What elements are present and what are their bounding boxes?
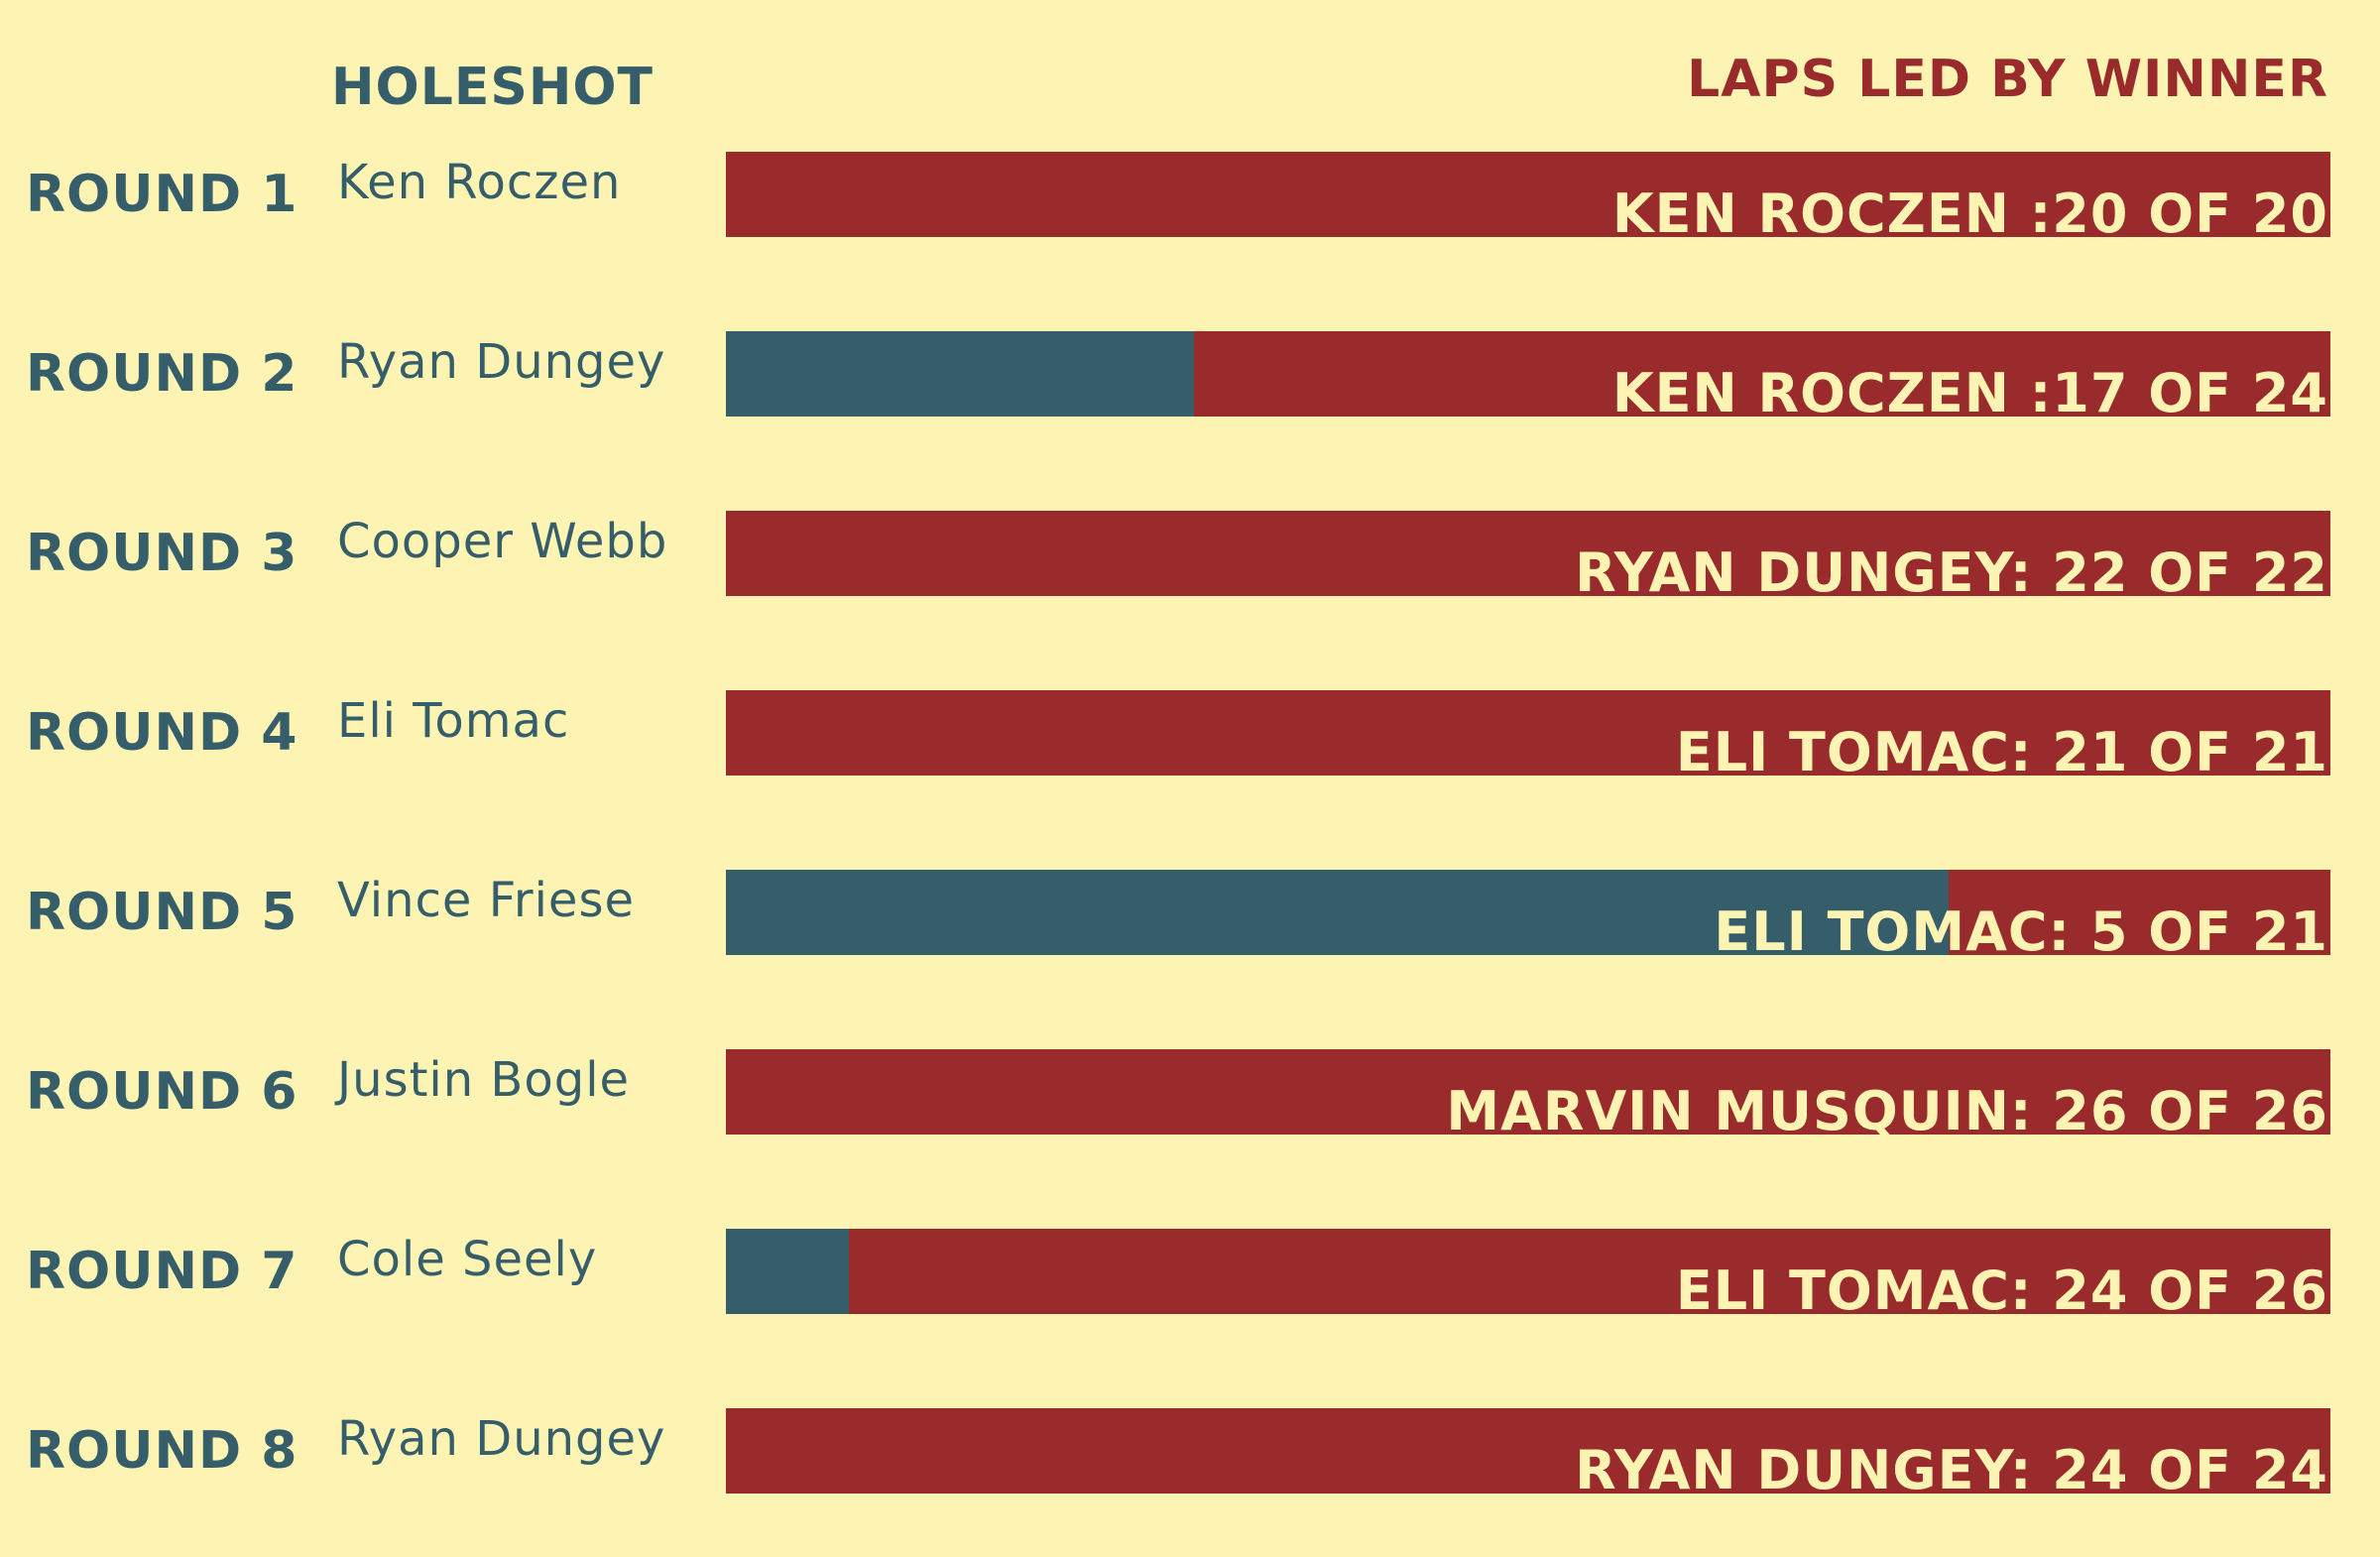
winner-laps-label: RYAN DUNGEY: 22 OF 22	[1575, 541, 2328, 604]
holeshot-rider: Eli Tomac	[337, 693, 570, 749]
total-laps-bar: KEN ROCZEN :20 OF 20	[726, 152, 2330, 241]
total-laps-bar: KEN ROCZEN :17 OF 24	[726, 331, 2330, 424]
round-label: ROUND 3	[26, 524, 298, 583]
chart-row: ROUND 3 Cooper Webb RYAN DUNGEY: 22 OF 22	[0, 511, 2380, 600]
chart-row: ROUND 1 Ken Roczen KEN ROCZEN :20 OF 20	[0, 152, 2380, 241]
winner-laps-label: KEN ROCZEN :17 OF 24	[1611, 362, 2328, 424]
total-laps-bar: RYAN DUNGEY: 22 OF 22	[726, 511, 2330, 600]
winner-laps-label: KEN ROCZEN :20 OF 20	[1611, 182, 2328, 245]
holeshot-rider: Vince Friese	[337, 873, 635, 928]
laps-not-led-segment	[726, 870, 1949, 955]
winner-laps-label: RYAN DUNGEY: 24 OF 24	[1575, 1439, 2328, 1501]
laps-not-led-segment	[726, 331, 1194, 417]
total-laps-bar: ELI TOMAC: 21 OF 21	[726, 690, 2330, 783]
round-label: ROUND 4	[26, 703, 298, 763]
winner-laps-label: ELI TOMAC: 21 OF 21	[1675, 721, 2328, 783]
holeshot-rider: Justin Bogle	[337, 1052, 631, 1108]
round-label: ROUND 1	[26, 165, 298, 224]
holeshot-rider: Ken Roczen	[337, 155, 622, 210]
round-label: ROUND 6	[26, 1062, 298, 1122]
total-laps-bar: ELI TOMAC: 24 OF 26	[726, 1229, 2330, 1318]
holeshot-rider: Cole Seely	[337, 1232, 598, 1287]
chart-row: ROUND 4 Eli Tomac ELI TOMAC: 21 OF 21	[0, 690, 2380, 783]
laps-not-led-segment	[726, 1229, 849, 1314]
holeshot-rider: Ryan Dungey	[337, 1411, 666, 1467]
round-label: ROUND 2	[26, 344, 298, 404]
total-laps-bar: RYAN DUNGEY: 24 OF 24	[726, 1408, 2330, 1501]
round-label: ROUND 5	[26, 883, 298, 942]
chart-row: ROUND 2 Ryan Dungey KEN ROCZEN :17 OF 24	[0, 331, 2380, 424]
laps-led-header: LAPS LED BY WINNER	[1687, 50, 2328, 109]
chart-row: ROUND 6 Justin Bogle MARVIN MUSQUIN: 26 OF…	[0, 1049, 2380, 1142]
chart-row: ROUND 8 Ryan Dungey RYAN DUNGEY: 24 OF 24	[0, 1408, 2380, 1501]
holeshot-rider: Cooper Webb	[337, 514, 668, 569]
round-label: ROUND 8	[26, 1421, 298, 1481]
chart-row: ROUND 5 Vince Friese ELI TOMAC: 5 OF 21	[0, 870, 2380, 959]
winner-laps-label: ELI TOMAC: 24 OF 26	[1675, 1259, 2328, 1322]
holeshot-rider: Ryan Dungey	[337, 334, 666, 390]
round-label: ROUND 7	[26, 1242, 298, 1301]
total-laps-bar: MARVIN MUSQUIN: 26 OF 26	[726, 1049, 2330, 1142]
chart-row: ROUND 7 Cole Seely ELI TOMAC: 24 OF 26	[0, 1229, 2380, 1318]
winner-laps-label: ELI TOMAC: 5 OF 21	[1714, 900, 2328, 963]
winner-laps-label: MARVIN MUSQUIN: 26 OF 26	[1446, 1080, 2328, 1142]
total-laps-bar: ELI TOMAC: 5 OF 21	[726, 870, 2330, 959]
holeshot-header: HOLESHOT	[331, 58, 654, 117]
